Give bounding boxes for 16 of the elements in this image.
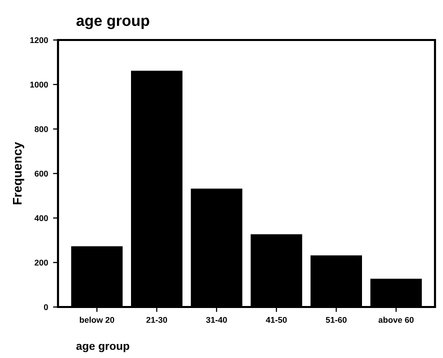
chart-title: age group [76,18,150,30]
y-tick-label: 600 [34,170,48,177]
x-tick-label: 21-30 [146,316,168,323]
x-tick-label: 51-60 [326,316,347,323]
x-tick-label: below 20 [80,316,114,323]
y-tick-label: 200 [34,260,48,266]
y-tick-label: 1200 [30,37,48,44]
x-tick-label: 31-40 [206,316,227,323]
y-tick-label: 800 [34,126,48,132]
y-tick-label: 400 [34,215,48,222]
x-axis-title: age group [76,344,130,352]
x-tick-label: above 60 [378,316,414,323]
y-tick-label: 0 [44,304,48,310]
x-tick-label: 41-50 [266,316,287,323]
y-tick-label: 1000 [30,82,48,88]
y-axis-title: Frequency [12,142,24,204]
